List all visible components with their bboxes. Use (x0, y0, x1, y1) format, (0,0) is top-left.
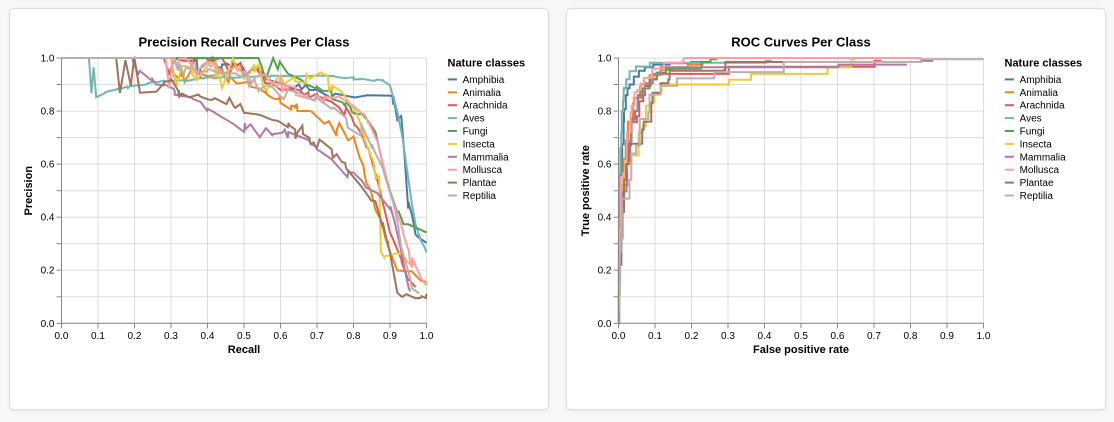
svg-text:Amphibia: Amphibia (1020, 75, 1062, 86)
svg-text:Reptilia: Reptilia (463, 191, 497, 202)
svg-text:Mammalia: Mammalia (1020, 152, 1067, 163)
svg-text:0.5: 0.5 (237, 331, 251, 342)
svg-text:Animalia: Animalia (463, 88, 502, 99)
svg-text:False positive rate: False positive rate (753, 344, 849, 356)
svg-text:0.1: 0.1 (91, 331, 105, 342)
svg-text:Aves: Aves (463, 114, 485, 125)
svg-text:0.7: 0.7 (867, 331, 881, 342)
svg-text:Fungi: Fungi (463, 127, 488, 138)
svg-text:Plantae: Plantae (463, 178, 497, 189)
svg-text:0.2: 0.2 (685, 331, 699, 342)
svg-text:0.0: 0.0 (55, 331, 69, 342)
svg-text:0.6: 0.6 (274, 331, 288, 342)
svg-text:0.3: 0.3 (721, 331, 735, 342)
svg-text:0.4: 0.4 (598, 213, 612, 224)
svg-text:Precision: Precision (23, 166, 35, 216)
svg-text:Arachnida: Arachnida (463, 101, 508, 112)
svg-text:0.5: 0.5 (794, 331, 808, 342)
svg-text:ROC Curves Per Class: ROC Curves Per Class (731, 35, 870, 50)
svg-text:0.6: 0.6 (831, 331, 845, 342)
svg-text:0.9: 0.9 (383, 331, 397, 342)
svg-text:Mollusca: Mollusca (463, 165, 503, 176)
svg-text:Arachnida: Arachnida (1020, 101, 1065, 112)
svg-text:Animalia: Animalia (1020, 88, 1059, 99)
svg-text:0.2: 0.2 (598, 266, 612, 277)
svg-text:1.0: 1.0 (41, 54, 55, 65)
svg-text:0.9: 0.9 (940, 331, 954, 342)
svg-text:1.0: 1.0 (598, 54, 612, 65)
svg-text:1.0: 1.0 (420, 331, 434, 342)
svg-text:0.4: 0.4 (201, 331, 215, 342)
svg-text:0.2: 0.2 (41, 266, 55, 277)
svg-text:Nature classes: Nature classes (448, 58, 526, 70)
svg-text:0.6: 0.6 (598, 160, 612, 171)
svg-text:0.4: 0.4 (758, 331, 772, 342)
svg-text:Insecta: Insecta (1020, 139, 1053, 150)
svg-text:Mollusca: Mollusca (1020, 165, 1060, 176)
svg-text:Aves: Aves (1020, 114, 1042, 125)
svg-text:0.8: 0.8 (904, 331, 918, 342)
svg-text:Precision Recall Curves Per Cl: Precision Recall Curves Per Class (138, 35, 349, 50)
svg-text:0.6: 0.6 (41, 160, 55, 171)
svg-text:0.8: 0.8 (598, 107, 612, 118)
svg-text:1.0: 1.0 (977, 331, 991, 342)
svg-text:0.0: 0.0 (598, 319, 612, 330)
svg-text:Reptilia: Reptilia (1020, 191, 1054, 202)
svg-text:0.2: 0.2 (128, 331, 142, 342)
svg-text:0.1: 0.1 (648, 331, 662, 342)
svg-text:0.3: 0.3 (164, 331, 178, 342)
svg-text:Mammalia: Mammalia (463, 152, 510, 163)
svg-text:Recall: Recall (228, 344, 260, 356)
svg-text:Fungi: Fungi (1020, 127, 1045, 138)
svg-text:Amphibia: Amphibia (463, 75, 505, 86)
svg-text:0.7: 0.7 (310, 331, 324, 342)
svg-text:Plantae: Plantae (1020, 178, 1054, 189)
svg-text:0.8: 0.8 (347, 331, 361, 342)
svg-text:0.4: 0.4 (41, 213, 55, 224)
svg-text:Insecta: Insecta (463, 139, 496, 150)
svg-text:0.0: 0.0 (41, 319, 55, 330)
svg-text:0.0: 0.0 (612, 331, 626, 342)
svg-text:0.8: 0.8 (41, 107, 55, 118)
svg-text:Nature classes: Nature classes (1005, 58, 1083, 70)
svg-text:True positive rate: True positive rate (580, 145, 592, 236)
